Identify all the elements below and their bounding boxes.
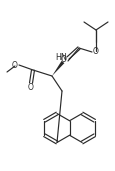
Text: O: O	[12, 61, 18, 69]
Text: O: O	[28, 83, 34, 93]
Text: HN: HN	[55, 54, 66, 62]
Text: O: O	[92, 47, 98, 56]
Polygon shape	[52, 61, 64, 76]
Text: O: O	[60, 55, 66, 63]
